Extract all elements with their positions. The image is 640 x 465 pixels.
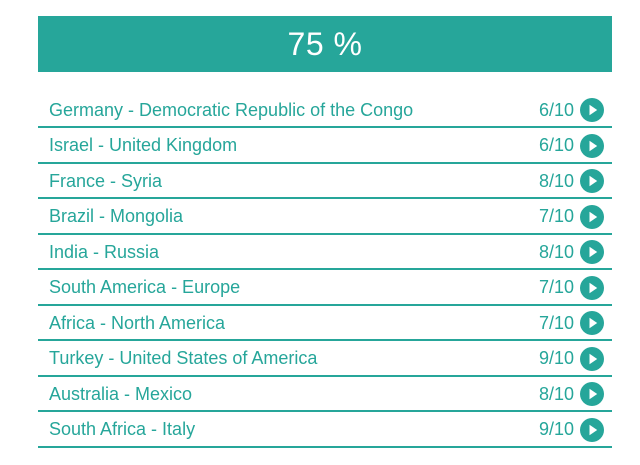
play-circle-icon[interactable] — [580, 275, 604, 300]
result-row[interactable]: India - Russia 8/10 — [38, 236, 612, 270]
play-circle-icon[interactable] — [580, 346, 604, 371]
result-pair-label: South Africa - Italy — [49, 419, 196, 439]
result-right: 9/10 — [538, 417, 612, 442]
result-row[interactable]: Turkey - United States of America 9/10 — [38, 343, 612, 377]
score-banner: 75 % — [38, 16, 612, 72]
result-row[interactable]: Australia - Mexico 8/10 — [38, 378, 612, 412]
result-score: 7/10 — [538, 206, 574, 226]
play-circle-icon[interactable] — [580, 204, 604, 229]
play-circle-icon[interactable] — [580, 169, 604, 193]
result-score: 6/10 — [538, 99, 574, 120]
result-right: 9/10 — [538, 346, 612, 371]
result-pair-label: France - Syria — [49, 170, 163, 191]
play-circle-icon[interactable] — [580, 240, 604, 264]
total-score: 75 % — [287, 25, 363, 62]
play-circle-icon[interactable] — [580, 133, 604, 158]
result-row[interactable]: South America - Europe 7/10 — [38, 272, 612, 306]
result-row[interactable]: South Africa - Italy 9/10 — [38, 414, 612, 448]
result-score: 7/10 — [538, 277, 574, 297]
result-right: 7/10 — [538, 275, 612, 300]
result-right: 6/10 — [539, 98, 612, 122]
play-circle-icon[interactable] — [580, 417, 604, 442]
result-pair-label: Brazil - Mongolia — [49, 206, 184, 226]
result-pair-label: Africa - North America — [49, 312, 226, 333]
result-score: 9/10 — [538, 348, 574, 368]
play-circle-icon[interactable] — [580, 382, 604, 406]
result-score: 6/10 — [538, 135, 574, 155]
result-row[interactable]: Africa - North America 7/10 — [38, 307, 612, 341]
result-score: 9/10 — [538, 419, 574, 439]
result-pair-label: Israel - United Kingdom — [49, 135, 238, 155]
result-right: 8/10 — [539, 382, 612, 406]
result-right: 8/10 — [539, 169, 612, 193]
result-row[interactable]: Israel - United Kingdom 6/10 — [38, 130, 612, 164]
result-right: 7/10 — [539, 311, 612, 335]
result-score: 7/10 — [538, 312, 574, 333]
results-list: Germany - Democratic Republic of the Con… — [38, 94, 612, 449]
play-circle-icon[interactable] — [580, 311, 604, 335]
result-row[interactable]: France - Syria 8/10 — [38, 165, 612, 199]
result-score: 8/10 — [538, 383, 574, 404]
result-score: 8/10 — [538, 170, 574, 191]
result-pair-label: India - Russia — [49, 241, 160, 262]
result-right: 6/10 — [538, 133, 612, 158]
result-pair-label: Germany - Democratic Republic of the Con… — [49, 99, 414, 120]
result-right: 8/10 — [539, 240, 612, 264]
result-row[interactable]: Brazil - Mongolia 7/10 — [38, 201, 612, 235]
result-row[interactable]: Germany - Democratic Republic of the Con… — [38, 94, 612, 128]
result-right: 7/10 — [538, 204, 612, 229]
result-score: 8/10 — [538, 241, 574, 262]
result-pair-label: South America - Europe — [49, 277, 241, 297]
result-pair-label: Turkey - United States of America — [49, 348, 318, 368]
play-circle-icon[interactable] — [580, 98, 604, 122]
result-pair-label: Australia - Mexico — [49, 383, 193, 404]
